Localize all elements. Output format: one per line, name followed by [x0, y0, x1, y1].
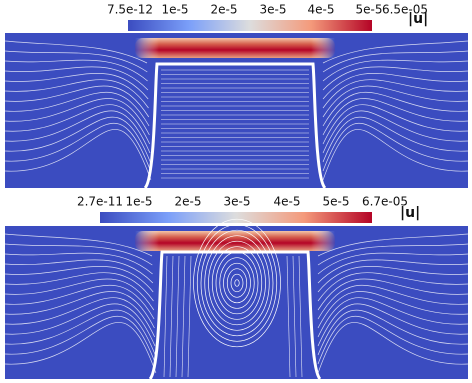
streamline [4, 50, 148, 73]
streamline [200, 229, 274, 337]
streamline [322, 122, 469, 172]
streamline [163, 255, 168, 378]
colorbar-tick-label: 1e-5 [162, 3, 189, 17]
streamline [4, 98, 150, 136]
streamline [317, 278, 469, 311]
colorbar-label: |u| [408, 11, 428, 27]
streamline [322, 59, 469, 82]
streamline [322, 66, 469, 91]
boundary [143, 62, 327, 190]
streamline [204, 235, 270, 331]
streamline [317, 291, 469, 329]
streamline [317, 315, 469, 365]
streamline [317, 272, 469, 302]
streamline [317, 309, 469, 356]
colorbar [100, 212, 372, 223]
colorbar [128, 20, 372, 31]
streamline [234, 279, 240, 287]
streamline [4, 265, 154, 293]
streamline [322, 50, 469, 73]
streamline [196, 224, 278, 342]
streamline [175, 255, 180, 378]
streamline [322, 92, 469, 127]
streamline [322, 98, 469, 136]
colorbar-tick-label: 4e-5 [308, 3, 335, 17]
streamline [286, 255, 291, 378]
colorbar-tick-label: 4e-5 [274, 195, 301, 209]
colorbar-tick-label: 2e-5 [211, 3, 238, 17]
streamline [4, 259, 154, 284]
streamline [223, 262, 251, 304]
band-fade [135, 38, 335, 58]
streamline [4, 309, 156, 356]
streamline [211, 246, 263, 320]
streamline [215, 251, 259, 315]
streamline [4, 315, 156, 365]
streamline [317, 252, 469, 275]
streamline [4, 297, 156, 338]
streamline [4, 116, 151, 163]
streamline [208, 240, 266, 326]
streamline [4, 110, 151, 154]
streamline [230, 273, 244, 293]
streamline [322, 116, 469, 163]
streamline [4, 322, 157, 374]
streamline [4, 79, 149, 109]
colorbar-tick-label: 7.5e-12 [107, 3, 153, 17]
streamline [317, 297, 469, 338]
streamline [4, 40, 148, 64]
colorbar-tick-label: 5e-5 [323, 195, 350, 209]
colorbar-tick-label: 2e-5 [175, 195, 202, 209]
streamline [292, 255, 297, 378]
flow-field [4, 218, 469, 381]
streamline [4, 104, 151, 145]
colorbar-tick-label: 3e-5 [260, 3, 287, 17]
streamline [4, 59, 148, 82]
streamline [317, 243, 469, 266]
streamline [187, 255, 192, 378]
streamline [322, 72, 469, 100]
streamline [4, 272, 154, 302]
streamline [4, 233, 153, 257]
streamline [317, 233, 469, 257]
streamline [317, 265, 469, 293]
streamline [298, 255, 303, 378]
colorbar-tick-label: 5e-5 [356, 3, 383, 17]
streamline [193, 218, 281, 348]
colorbar-tick-label: 2.7e-11 [77, 195, 123, 209]
colorbar-label: |u| [400, 205, 420, 221]
streamline [322, 129, 469, 181]
streamline [169, 255, 174, 378]
streamline [317, 322, 469, 374]
streamline [4, 72, 149, 100]
streamline [226, 268, 248, 298]
streamline [4, 122, 151, 172]
streamline [4, 291, 155, 329]
colorbar-tick-label: 1e-5 [126, 195, 153, 209]
streamline [181, 255, 186, 378]
streamline [317, 284, 469, 320]
streamline [4, 278, 155, 311]
colorbar-tick-label: 3e-5 [224, 195, 251, 209]
streamline [4, 252, 153, 275]
streamline [322, 85, 469, 118]
streamline [219, 257, 255, 309]
flow-field [4, 33, 469, 190]
streamline [317, 303, 469, 347]
streamline [322, 104, 469, 145]
streamline [322, 40, 469, 64]
streamline [4, 129, 152, 181]
streamline [322, 110, 469, 154]
streamline [4, 243, 153, 266]
streamline [4, 66, 149, 91]
streamline [322, 79, 469, 109]
streamline [4, 303, 156, 347]
streamline [4, 92, 150, 127]
streamline [4, 285, 155, 320]
colorbar-tick-label: 6.7e-05 [362, 195, 408, 209]
streamline [4, 85, 150, 118]
streamline [317, 259, 469, 284]
colorbar-tick-label: 6.5e-05 [382, 3, 428, 17]
